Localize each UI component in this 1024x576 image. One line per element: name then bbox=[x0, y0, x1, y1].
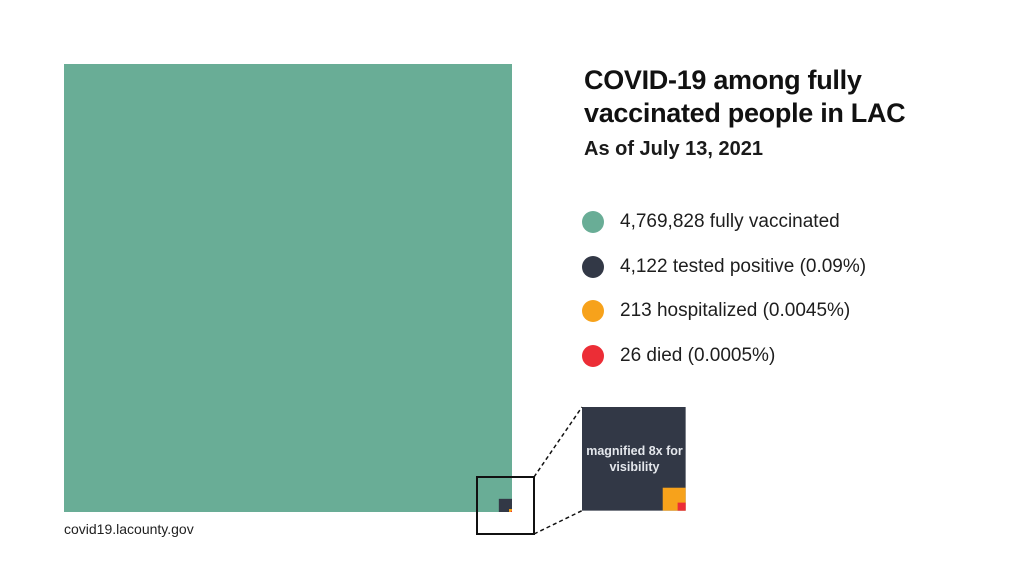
legend: 4,769,828 fully vaccinated 4,122 tested … bbox=[582, 200, 866, 378]
legend-dot-positive bbox=[582, 255, 604, 278]
square-hospitalized bbox=[509, 509, 512, 512]
square-fully-vaccinated bbox=[64, 64, 512, 512]
connector-line-top bbox=[533, 406, 583, 478]
legend-dot-vaccinated bbox=[582, 211, 604, 234]
inset-caption: magnified 8x for visibility bbox=[586, 444, 683, 474]
zoom-box bbox=[476, 476, 535, 535]
chart-subtitle: As of July 13, 2021 bbox=[584, 138, 763, 160]
source-label: covid19.lacounty.gov bbox=[64, 521, 194, 537]
legend-label-hospitalized: 213 hospitalized (0.0045%) bbox=[620, 300, 851, 322]
chart-title: COVID-19 among fully vaccinated people i… bbox=[584, 65, 906, 128]
legend-dot-died bbox=[582, 344, 604, 367]
legend-label-positive: 4,122 tested positive (0.09%) bbox=[620, 255, 867, 277]
square-tested-positive bbox=[498, 498, 512, 512]
legend-dot-hospitalized bbox=[582, 300, 604, 323]
connector-line-bottom bbox=[533, 509, 583, 535]
legend-label-died: 26 died (0.0005%) bbox=[620, 344, 776, 366]
legend-item-positive: 4,122 tested positive (0.09%) bbox=[582, 245, 866, 290]
inset-square-died bbox=[677, 502, 686, 511]
legend-item-died: 26 died (0.0005%) bbox=[582, 334, 866, 379]
legend-label-vaccinated: 4,769,828 fully vaccinated bbox=[620, 211, 840, 233]
square-died bbox=[510, 510, 512, 512]
legend-item-vaccinated: 4,769,828 fully vaccinated bbox=[582, 200, 866, 245]
legend-item-hospitalized: 213 hospitalized (0.0045%) bbox=[582, 289, 866, 334]
